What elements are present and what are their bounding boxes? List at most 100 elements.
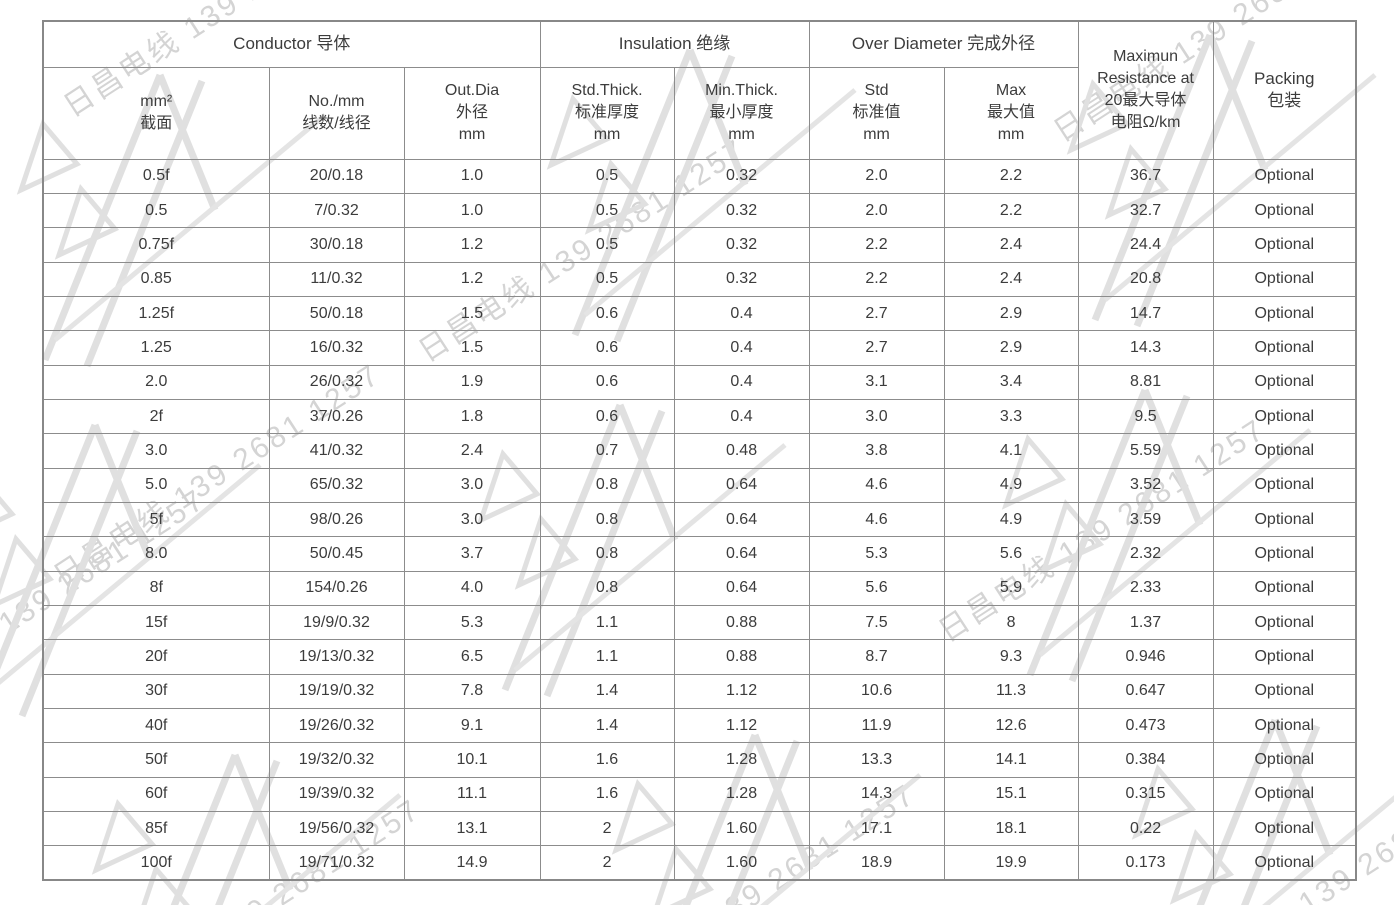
cell: 18.1 [943, 811, 1079, 847]
cell: 3.7 [403, 536, 541, 572]
cell: 0.64 [673, 501, 810, 538]
cell: 10.1 [403, 742, 541, 778]
cell: 3.52 [1077, 467, 1214, 503]
cell: 3.4 [943, 364, 1079, 400]
cell: 26/0.32 [268, 364, 405, 400]
column-header-od-max: Max 最大值 mm [943, 66, 1079, 160]
cell: 0.4 [673, 364, 810, 400]
cell: 2.4 [403, 433, 541, 469]
cell: 18.9 [808, 845, 945, 881]
column-header-area: mm² 截面 [42, 66, 270, 160]
cell: 11.9 [808, 707, 945, 744]
column-header-strands: No./mm 线数/线径 [268, 66, 405, 160]
cell: 3.1 [808, 364, 945, 400]
cell: 2.4 [943, 227, 1079, 263]
column-header-resistance: Maximun Resistance at 20最大导体 电阻Ω/km [1077, 20, 1214, 160]
cell: 8 [943, 604, 1079, 641]
cell: 0.5f [42, 158, 270, 194]
cell: 2.9 [943, 330, 1079, 366]
cell: 50/0.45 [268, 536, 405, 572]
cell: 154/0.26 [268, 570, 405, 606]
cell: Optional [1212, 776, 1357, 813]
cell: 1.60 [673, 811, 810, 847]
group-header-row: Conductor 导体 Insulation 绝缘 Over Diameter… [42, 20, 1357, 160]
cell: 30/0.18 [268, 227, 405, 263]
table-row: 5f 98/0.26 3.0 0.8 0.64 4.6 4.9 3.59 Optional [42, 501, 1357, 538]
cell: 5.9 [943, 570, 1079, 606]
cell: 19/71/0.32 [268, 845, 405, 881]
cell: 1.2 [403, 261, 541, 297]
cell: 0.6 [539, 398, 675, 435]
cell: 0.946 [1077, 639, 1214, 675]
cell: 14.7 [1077, 295, 1214, 332]
cell: 1.5 [403, 295, 541, 332]
cell: Optional [1212, 673, 1357, 710]
cell: 40f [42, 707, 270, 744]
cell: 17.1 [808, 811, 945, 847]
cell: 8.0 [42, 536, 270, 572]
cell: 50/0.18 [268, 295, 405, 332]
cell: 2.0 [808, 158, 945, 194]
table-row: 50f 19/32/0.32 10.1 1.6 1.28 13.3 14.1 0.384 Opt… [42, 742, 1357, 778]
cell: 4.0 [403, 570, 541, 606]
cell: 0.5 [42, 192, 270, 229]
cell: 13.3 [808, 742, 945, 778]
cell: 19/19/0.32 [268, 673, 405, 710]
cell: 5.6 [943, 536, 1079, 572]
cell: Optional [1212, 707, 1357, 744]
cell: 0.173 [1077, 845, 1214, 881]
cell: Optional [1212, 398, 1357, 435]
cell: 0.5 [539, 261, 675, 297]
table-row: 60f 19/39/0.32 11.1 1.6 1.28 14.3 15.1 0.315 Opt… [42, 776, 1357, 813]
wire-spec-table: Conductor 导体 Insulation 绝缘 Over Diameter… [42, 20, 1358, 882]
group-header-conductor: Conductor 导体 [42, 20, 541, 68]
cell: 0.32 [673, 227, 810, 263]
cell: 0.64 [673, 536, 810, 572]
cell: 0.5 [539, 158, 675, 194]
cell: 2f [42, 398, 270, 435]
cell: 98/0.26 [268, 501, 405, 538]
cell: Optional [1212, 192, 1357, 229]
table-row: 1.25f 50/0.18 1.5 0.6 0.4 2.7 2.9 14.7 Optional [42, 295, 1357, 332]
cell: 0.647 [1077, 673, 1214, 710]
cell: 2 [539, 845, 675, 881]
cell: Optional [1212, 501, 1357, 538]
cell: 3.0 [42, 433, 270, 469]
cell: 50f [42, 742, 270, 778]
cell: 4.9 [943, 501, 1079, 538]
cell: 0.88 [673, 604, 810, 641]
cell: Optional [1212, 295, 1357, 332]
cell: 0.75f [42, 227, 270, 263]
cell: 20f [42, 639, 270, 675]
cell: 13.1 [403, 811, 541, 847]
cell: 5.6 [808, 570, 945, 606]
cell: 3.0 [403, 467, 541, 503]
cell: 4.9 [943, 467, 1079, 503]
cell: 16/0.32 [268, 330, 405, 366]
cell: 3.3 [943, 398, 1079, 435]
cell: 0.6 [539, 295, 675, 332]
cell: 0.8 [539, 467, 675, 503]
table-row: 0.75f 30/0.18 1.2 0.5 0.32 2.2 2.4 24.4 Optional [42, 227, 1357, 263]
cell: 19/9/0.32 [268, 604, 405, 641]
cell: 1.0 [403, 192, 541, 229]
cell: 2.2 [943, 158, 1079, 194]
cell: Optional [1212, 467, 1357, 503]
cell: 1.25 [42, 330, 270, 366]
cell: 14.3 [808, 776, 945, 813]
cell: 20.8 [1077, 261, 1214, 297]
cell: 19/26/0.32 [268, 707, 405, 744]
group-header-over-diameter: Over Diameter 完成外径 [808, 20, 1079, 68]
cell: 15f [42, 604, 270, 641]
cell: 1.9 [403, 364, 541, 400]
cell: 2.2 [943, 192, 1079, 229]
cell: 5.3 [808, 536, 945, 572]
column-header-std-thick: Std.Thick. 标准厚度 mm [539, 66, 675, 160]
cell: 0.8 [539, 501, 675, 538]
cell: 20/0.18 [268, 158, 405, 194]
cell: 0.48 [673, 433, 810, 469]
cell: Optional [1212, 639, 1357, 675]
cell: 10.6 [808, 673, 945, 710]
cell: 0.384 [1077, 742, 1214, 778]
cell: 0.85 [42, 261, 270, 297]
